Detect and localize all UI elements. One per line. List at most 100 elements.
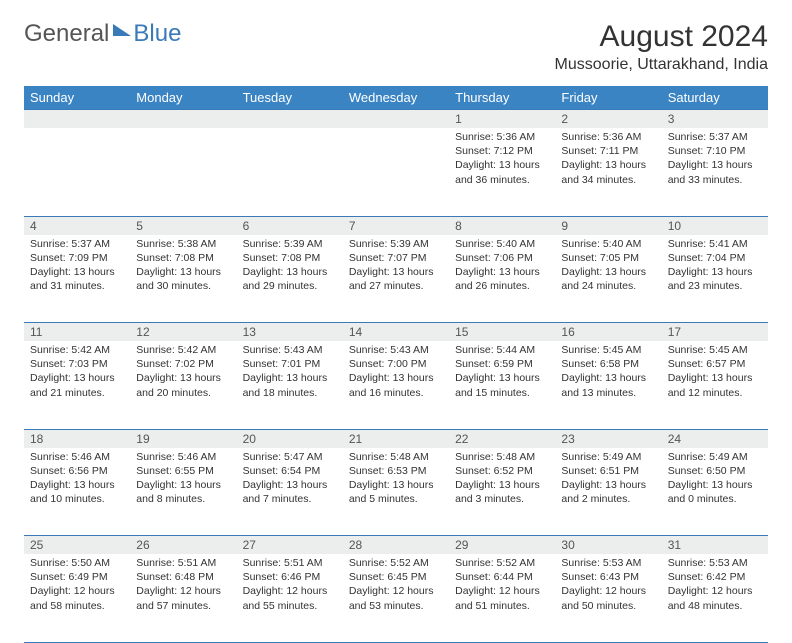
day-details: Sunrise: 5:36 AMSunset: 7:11 PMDaylight:… <box>555 128 661 191</box>
day-number-row: 11121314151617 <box>24 323 768 342</box>
weekday-header: Sunday <box>24 86 130 110</box>
day-number: 20 <box>237 429 343 448</box>
day-cell: Sunrise: 5:42 AMSunset: 7:02 PMDaylight:… <box>130 341 236 429</box>
day-number: 30 <box>555 536 661 555</box>
day-cell: Sunrise: 5:49 AMSunset: 6:51 PMDaylight:… <box>555 448 661 536</box>
month-title: August 2024 <box>555 20 768 54</box>
day-details: Sunrise: 5:42 AMSunset: 7:02 PMDaylight:… <box>130 341 236 404</box>
day-number: 22 <box>449 429 555 448</box>
weekday-header: Wednesday <box>343 86 449 110</box>
day-cell: Sunrise: 5:50 AMSunset: 6:49 PMDaylight:… <box>24 554 130 642</box>
day-details: Sunrise: 5:40 AMSunset: 7:06 PMDaylight:… <box>449 235 555 298</box>
day-details: Sunrise: 5:37 AMSunset: 7:09 PMDaylight:… <box>24 235 130 298</box>
day-details: Sunrise: 5:52 AMSunset: 6:45 PMDaylight:… <box>343 554 449 617</box>
day-number: 8 <box>449 216 555 235</box>
weekday-header: Monday <box>130 86 236 110</box>
day-details: Sunrise: 5:42 AMSunset: 7:03 PMDaylight:… <box>24 341 130 404</box>
day-details: Sunrise: 5:46 AMSunset: 6:55 PMDaylight:… <box>130 448 236 511</box>
day-cell <box>24 128 130 216</box>
day-cell: Sunrise: 5:40 AMSunset: 7:06 PMDaylight:… <box>449 235 555 323</box>
day-details: Sunrise: 5:48 AMSunset: 6:53 PMDaylight:… <box>343 448 449 511</box>
day-number: 3 <box>662 110 768 129</box>
day-cell: Sunrise: 5:43 AMSunset: 7:01 PMDaylight:… <box>237 341 343 429</box>
day-content-row: Sunrise: 5:46 AMSunset: 6:56 PMDaylight:… <box>24 448 768 536</box>
day-cell: Sunrise: 5:37 AMSunset: 7:09 PMDaylight:… <box>24 235 130 323</box>
day-cell <box>130 128 236 216</box>
day-number: 16 <box>555 323 661 342</box>
day-number <box>24 110 130 129</box>
day-details: Sunrise: 5:44 AMSunset: 6:59 PMDaylight:… <box>449 341 555 404</box>
day-number: 15 <box>449 323 555 342</box>
day-cell: Sunrise: 5:37 AMSunset: 7:10 PMDaylight:… <box>662 128 768 216</box>
day-cell <box>237 128 343 216</box>
day-cell: Sunrise: 5:36 AMSunset: 7:11 PMDaylight:… <box>555 128 661 216</box>
day-number-row: 45678910 <box>24 216 768 235</box>
brand-triangle-icon <box>113 24 131 36</box>
day-number: 9 <box>555 216 661 235</box>
day-number: 28 <box>343 536 449 555</box>
day-content-row: Sunrise: 5:50 AMSunset: 6:49 PMDaylight:… <box>24 554 768 642</box>
weekday-header: Tuesday <box>237 86 343 110</box>
day-content-row: Sunrise: 5:36 AMSunset: 7:12 PMDaylight:… <box>24 128 768 216</box>
day-number: 31 <box>662 536 768 555</box>
day-details: Sunrise: 5:38 AMSunset: 7:08 PMDaylight:… <box>130 235 236 298</box>
day-details: Sunrise: 5:37 AMSunset: 7:10 PMDaylight:… <box>662 128 768 191</box>
day-number: 23 <box>555 429 661 448</box>
day-cell: Sunrise: 5:52 AMSunset: 6:45 PMDaylight:… <box>343 554 449 642</box>
day-cell: Sunrise: 5:39 AMSunset: 7:08 PMDaylight:… <box>237 235 343 323</box>
day-details: Sunrise: 5:47 AMSunset: 6:54 PMDaylight:… <box>237 448 343 511</box>
day-cell: Sunrise: 5:48 AMSunset: 6:52 PMDaylight:… <box>449 448 555 536</box>
day-number <box>237 110 343 129</box>
day-cell: Sunrise: 5:48 AMSunset: 6:53 PMDaylight:… <box>343 448 449 536</box>
day-number: 1 <box>449 110 555 129</box>
day-number: 24 <box>662 429 768 448</box>
day-details: Sunrise: 5:40 AMSunset: 7:05 PMDaylight:… <box>555 235 661 298</box>
day-cell: Sunrise: 5:43 AMSunset: 7:00 PMDaylight:… <box>343 341 449 429</box>
day-cell: Sunrise: 5:53 AMSunset: 6:43 PMDaylight:… <box>555 554 661 642</box>
day-number: 29 <box>449 536 555 555</box>
day-details: Sunrise: 5:39 AMSunset: 7:08 PMDaylight:… <box>237 235 343 298</box>
day-number <box>130 110 236 129</box>
day-number: 18 <box>24 429 130 448</box>
day-number: 4 <box>24 216 130 235</box>
day-cell: Sunrise: 5:44 AMSunset: 6:59 PMDaylight:… <box>449 341 555 429</box>
day-cell: Sunrise: 5:39 AMSunset: 7:07 PMDaylight:… <box>343 235 449 323</box>
day-number: 14 <box>343 323 449 342</box>
day-details: Sunrise: 5:51 AMSunset: 6:46 PMDaylight:… <box>237 554 343 617</box>
title-block: August 2024 Mussoorie, Uttarakhand, Indi… <box>555 20 768 74</box>
day-number: 2 <box>555 110 661 129</box>
day-number <box>343 110 449 129</box>
day-details: Sunrise: 5:53 AMSunset: 6:43 PMDaylight:… <box>555 554 661 617</box>
day-details: Sunrise: 5:43 AMSunset: 7:00 PMDaylight:… <box>343 341 449 404</box>
day-number: 21 <box>343 429 449 448</box>
calendar-table: SundayMondayTuesdayWednesdayThursdayFrid… <box>24 86 768 643</box>
day-details: Sunrise: 5:43 AMSunset: 7:01 PMDaylight:… <box>237 341 343 404</box>
day-number-row: 123 <box>24 110 768 129</box>
location: Mussoorie, Uttarakhand, India <box>555 56 768 74</box>
day-cell: Sunrise: 5:52 AMSunset: 6:44 PMDaylight:… <box>449 554 555 642</box>
day-cell: Sunrise: 5:51 AMSunset: 6:46 PMDaylight:… <box>237 554 343 642</box>
day-number-row: 18192021222324 <box>24 429 768 448</box>
header: General Blue August 2024 Mussoorie, Utta… <box>24 20 768 74</box>
day-details: Sunrise: 5:48 AMSunset: 6:52 PMDaylight:… <box>449 448 555 511</box>
day-cell: Sunrise: 5:36 AMSunset: 7:12 PMDaylight:… <box>449 128 555 216</box>
day-number: 19 <box>130 429 236 448</box>
brand-logo: General Blue <box>24 20 181 48</box>
day-details: Sunrise: 5:49 AMSunset: 6:50 PMDaylight:… <box>662 448 768 511</box>
day-cell: Sunrise: 5:47 AMSunset: 6:54 PMDaylight:… <box>237 448 343 536</box>
day-details: Sunrise: 5:45 AMSunset: 6:57 PMDaylight:… <box>662 341 768 404</box>
day-number: 5 <box>130 216 236 235</box>
weekday-header: Friday <box>555 86 661 110</box>
day-details: Sunrise: 5:39 AMSunset: 7:07 PMDaylight:… <box>343 235 449 298</box>
day-details: Sunrise: 5:49 AMSunset: 6:51 PMDaylight:… <box>555 448 661 511</box>
weekday-header-row: SundayMondayTuesdayWednesdayThursdayFrid… <box>24 86 768 110</box>
day-cell: Sunrise: 5:46 AMSunset: 6:55 PMDaylight:… <box>130 448 236 536</box>
day-number: 10 <box>662 216 768 235</box>
weekday-header: Saturday <box>662 86 768 110</box>
day-number: 27 <box>237 536 343 555</box>
day-number: 12 <box>130 323 236 342</box>
day-number: 25 <box>24 536 130 555</box>
day-cell: Sunrise: 5:49 AMSunset: 6:50 PMDaylight:… <box>662 448 768 536</box>
day-cell: Sunrise: 5:46 AMSunset: 6:56 PMDaylight:… <box>24 448 130 536</box>
brand-part2: Blue <box>133 20 181 48</box>
